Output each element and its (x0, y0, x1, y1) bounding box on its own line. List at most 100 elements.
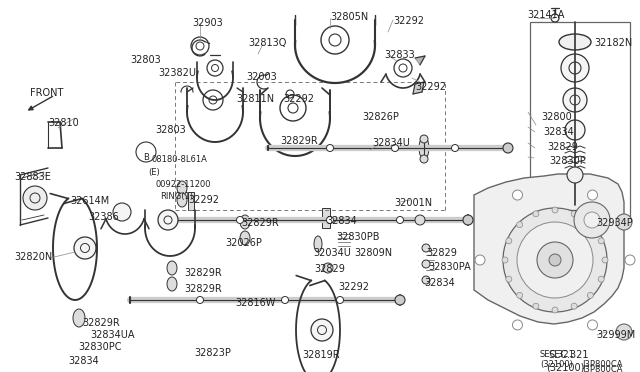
Circle shape (323, 263, 333, 273)
Text: 32614M: 32614M (70, 196, 109, 206)
Text: SEC.321: SEC.321 (540, 350, 575, 359)
Polygon shape (413, 82, 424, 94)
Text: B: B (143, 154, 149, 163)
Text: 32819R: 32819R (302, 350, 340, 360)
Circle shape (196, 296, 204, 304)
Text: 32829R: 32829R (241, 218, 279, 228)
Circle shape (552, 307, 558, 313)
Text: 32834: 32834 (543, 127, 573, 137)
Circle shape (571, 303, 577, 309)
Circle shape (533, 211, 539, 217)
Circle shape (282, 296, 289, 304)
Text: RING(1): RING(1) (160, 192, 193, 201)
Circle shape (588, 292, 593, 298)
Text: 32805N: 32805N (330, 12, 368, 22)
Circle shape (415, 215, 425, 225)
Text: 32830PA: 32830PA (428, 262, 471, 272)
Ellipse shape (240, 231, 250, 245)
Ellipse shape (314, 236, 322, 252)
Circle shape (113, 203, 131, 221)
Circle shape (549, 254, 561, 266)
Circle shape (571, 211, 577, 217)
Text: 32999M: 32999M (596, 330, 636, 340)
Bar (188, 192, 194, 210)
Circle shape (616, 214, 632, 230)
Circle shape (565, 120, 585, 140)
Text: 32816W: 32816W (235, 298, 275, 308)
Text: 32826P: 32826P (362, 112, 399, 122)
Circle shape (602, 257, 608, 263)
Circle shape (516, 222, 523, 228)
Circle shape (574, 202, 610, 238)
Circle shape (561, 54, 589, 82)
Circle shape (513, 190, 522, 200)
Text: 32829: 32829 (547, 142, 578, 152)
Text: 32823P: 32823P (194, 348, 231, 358)
Text: 32830P: 32830P (549, 156, 586, 166)
Text: 32820N: 32820N (14, 252, 52, 262)
Circle shape (616, 324, 632, 340)
Text: 32834: 32834 (424, 278, 455, 288)
Circle shape (475, 255, 485, 265)
Text: 32141A: 32141A (527, 10, 564, 20)
Text: 32809N: 32809N (354, 248, 392, 258)
Text: 32003: 32003 (246, 72, 276, 82)
Text: 32834UA: 32834UA (90, 330, 134, 340)
Ellipse shape (559, 34, 591, 50)
Circle shape (506, 276, 512, 282)
Circle shape (326, 217, 333, 224)
Circle shape (537, 242, 573, 278)
Circle shape (451, 144, 458, 151)
Text: 32034U: 32034U (313, 248, 351, 258)
Text: 32834: 32834 (326, 216, 356, 226)
Circle shape (422, 260, 430, 268)
Text: 32833: 32833 (384, 50, 415, 60)
Text: 32830PB: 32830PB (336, 232, 380, 242)
Text: 32001N: 32001N (394, 198, 432, 208)
Text: 32811N: 32811N (236, 94, 274, 104)
Ellipse shape (167, 277, 177, 291)
Circle shape (588, 222, 593, 228)
Ellipse shape (419, 137, 429, 159)
Ellipse shape (177, 181, 187, 195)
Text: 32829R: 32829R (280, 136, 317, 146)
Circle shape (563, 88, 587, 112)
Circle shape (503, 208, 607, 312)
Circle shape (513, 320, 522, 330)
Circle shape (533, 303, 539, 309)
Polygon shape (415, 56, 425, 65)
Circle shape (337, 296, 344, 304)
Text: 08180-8L61A: 08180-8L61A (152, 155, 208, 164)
Text: 32829: 32829 (426, 248, 457, 258)
Text: J3P800CA: J3P800CA (582, 365, 623, 372)
Polygon shape (474, 174, 624, 324)
Text: 32934P: 32934P (596, 218, 633, 228)
Circle shape (584, 212, 600, 228)
Text: 32829R: 32829R (82, 318, 120, 328)
Ellipse shape (73, 309, 85, 327)
Text: 32829R: 32829R (184, 268, 221, 278)
Text: 32292: 32292 (188, 195, 219, 205)
Circle shape (74, 237, 96, 259)
Text: FRONT: FRONT (30, 88, 63, 98)
Ellipse shape (177, 193, 187, 207)
Circle shape (158, 210, 178, 230)
Circle shape (517, 222, 593, 298)
Text: SEC.321: SEC.321 (548, 350, 589, 360)
Circle shape (422, 244, 430, 252)
Circle shape (395, 295, 405, 305)
Circle shape (420, 155, 428, 163)
Text: 32810: 32810 (48, 118, 79, 128)
Circle shape (23, 186, 47, 210)
Circle shape (422, 276, 430, 284)
Circle shape (588, 190, 598, 200)
Text: 32830PC: 32830PC (78, 342, 122, 352)
Ellipse shape (167, 261, 177, 275)
Text: 32292: 32292 (338, 282, 369, 292)
Circle shape (311, 319, 333, 341)
Circle shape (463, 215, 473, 225)
Circle shape (552, 207, 558, 213)
Bar (322, 208, 330, 228)
Circle shape (567, 167, 583, 183)
Circle shape (502, 257, 508, 263)
